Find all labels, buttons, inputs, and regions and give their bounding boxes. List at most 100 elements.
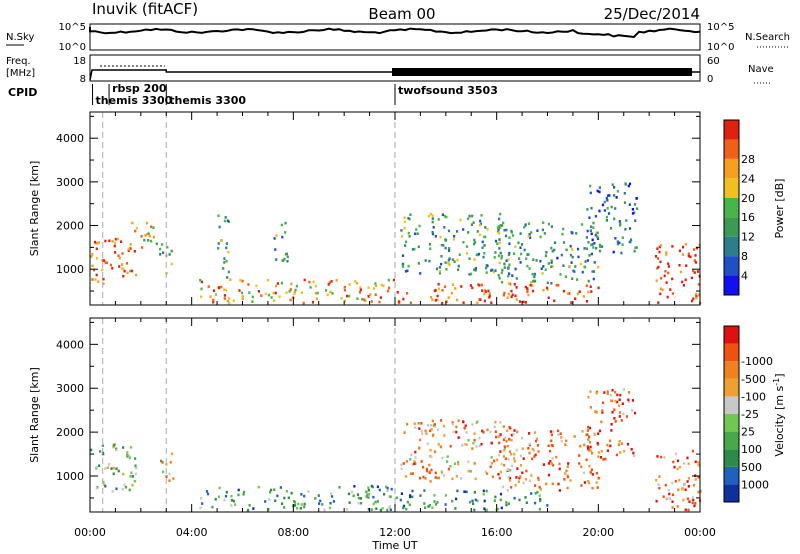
scatter-cell (293, 504, 297, 507)
scatter-cell (566, 465, 569, 468)
scatter-cell (597, 476, 600, 480)
scatter-cell (533, 272, 536, 276)
scatter-cell (415, 228, 418, 231)
scatter-cell (150, 239, 153, 243)
scatter-cell (373, 287, 376, 290)
scatter-cell (499, 470, 502, 474)
scatter-cell (225, 288, 228, 292)
scatter-cell (513, 459, 516, 463)
scatter-cell (692, 498, 695, 502)
scatter-cell (614, 399, 617, 403)
scatter-cell (431, 214, 434, 217)
scatter-cell (116, 237, 119, 241)
scatter-cell (436, 294, 439, 298)
scatter-cell (557, 284, 560, 287)
freq-right-tick-bottom: 0 (707, 74, 713, 85)
scatter-cell (588, 426, 592, 430)
scatter-cell (428, 504, 431, 507)
scatter-cell (379, 296, 382, 299)
x-axis-label: Time UT (371, 539, 417, 552)
scatter-cell (604, 457, 607, 461)
scatter-cell (500, 271, 503, 275)
scatter-cell (581, 430, 584, 433)
scatter-cell (527, 293, 530, 297)
scatter-cell (398, 301, 401, 304)
scatter-cell (375, 507, 378, 510)
scatter-cell (658, 250, 661, 254)
scatter-cell (627, 391, 631, 394)
x-tick-label: 04:00 (176, 526, 208, 539)
scatter-cell (212, 300, 215, 304)
cpid-program-label: rbsp 200 (112, 82, 167, 95)
scatter-cell (295, 284, 298, 288)
scatter-cell (420, 429, 423, 433)
scatter-cell (585, 284, 588, 287)
scatter-cell (444, 503, 447, 506)
scatter-cell (473, 462, 476, 465)
scatter-cell (536, 229, 539, 232)
scatter-cell (457, 268, 460, 271)
scatter-cell (122, 446, 125, 449)
scatter-cell (555, 283, 558, 287)
scatter-cell (434, 503, 438, 506)
scatter-cell (440, 262, 443, 266)
scatter-cell (223, 297, 226, 300)
scatter-cell (633, 211, 636, 214)
scatter-cell (471, 447, 474, 450)
scatter-cell (560, 253, 563, 257)
scatter-cell (467, 231, 470, 234)
scatter-cell (484, 290, 487, 293)
scatter-cell (471, 499, 474, 503)
scatter-cell (315, 297, 318, 301)
scatter-cell (524, 496, 527, 499)
scatter-cell (528, 267, 531, 270)
scatter-cell (661, 288, 664, 292)
scatter-cell (409, 472, 413, 476)
scatter-cell (562, 241, 566, 244)
scatter-cell (517, 480, 520, 483)
scatter-cell (457, 264, 460, 268)
scatter-cell (467, 217, 470, 221)
scatter-cell (429, 212, 432, 216)
scatter-cell (578, 462, 581, 465)
scatter-cell (94, 278, 97, 281)
scatter-cell (494, 430, 497, 433)
scatter-cell (616, 240, 619, 243)
scatter-cell (453, 462, 457, 465)
scatter-cell (485, 266, 488, 270)
scatter-cell (463, 427, 466, 430)
scatter-cell (526, 288, 529, 292)
scatter-cell (268, 498, 271, 501)
scatter-cell (283, 496, 286, 500)
y-tick-label: 3000 (56, 382, 84, 395)
scatter-cell (386, 486, 389, 490)
scatter-cell (567, 462, 570, 465)
scatter-cell (615, 453, 618, 457)
scatter-cell (497, 254, 501, 258)
scatter-cell (450, 291, 453, 295)
scatter-cell (436, 501, 439, 504)
scatter-cell (169, 461, 172, 464)
scatter-cell (238, 289, 241, 292)
scatter-cell (498, 241, 501, 245)
scatter-cell (279, 486, 282, 489)
scatter-cell (586, 208, 589, 211)
noise-panel: N.Sky 10^5 10^0 10^5 10^0 N.Search (6, 22, 790, 53)
scatter-cell (606, 392, 609, 396)
scatter-cell (693, 271, 696, 274)
scatter-cell (378, 488, 381, 492)
scatter-cell (590, 252, 593, 256)
scatter-cell (433, 289, 436, 293)
scatter-cell (429, 424, 432, 427)
scatter-cell (613, 194, 616, 197)
scatter-cell (676, 467, 679, 471)
scatter-cell (560, 439, 563, 443)
scatter-cell (419, 494, 422, 497)
scatter-cell (510, 289, 513, 293)
scatter-cell (406, 422, 409, 426)
scatter-cell (616, 400, 619, 404)
scatter-cell (451, 283, 455, 286)
scatter-cell (631, 208, 634, 211)
scatter-cell (594, 215, 597, 218)
scatter-cell (440, 243, 443, 247)
